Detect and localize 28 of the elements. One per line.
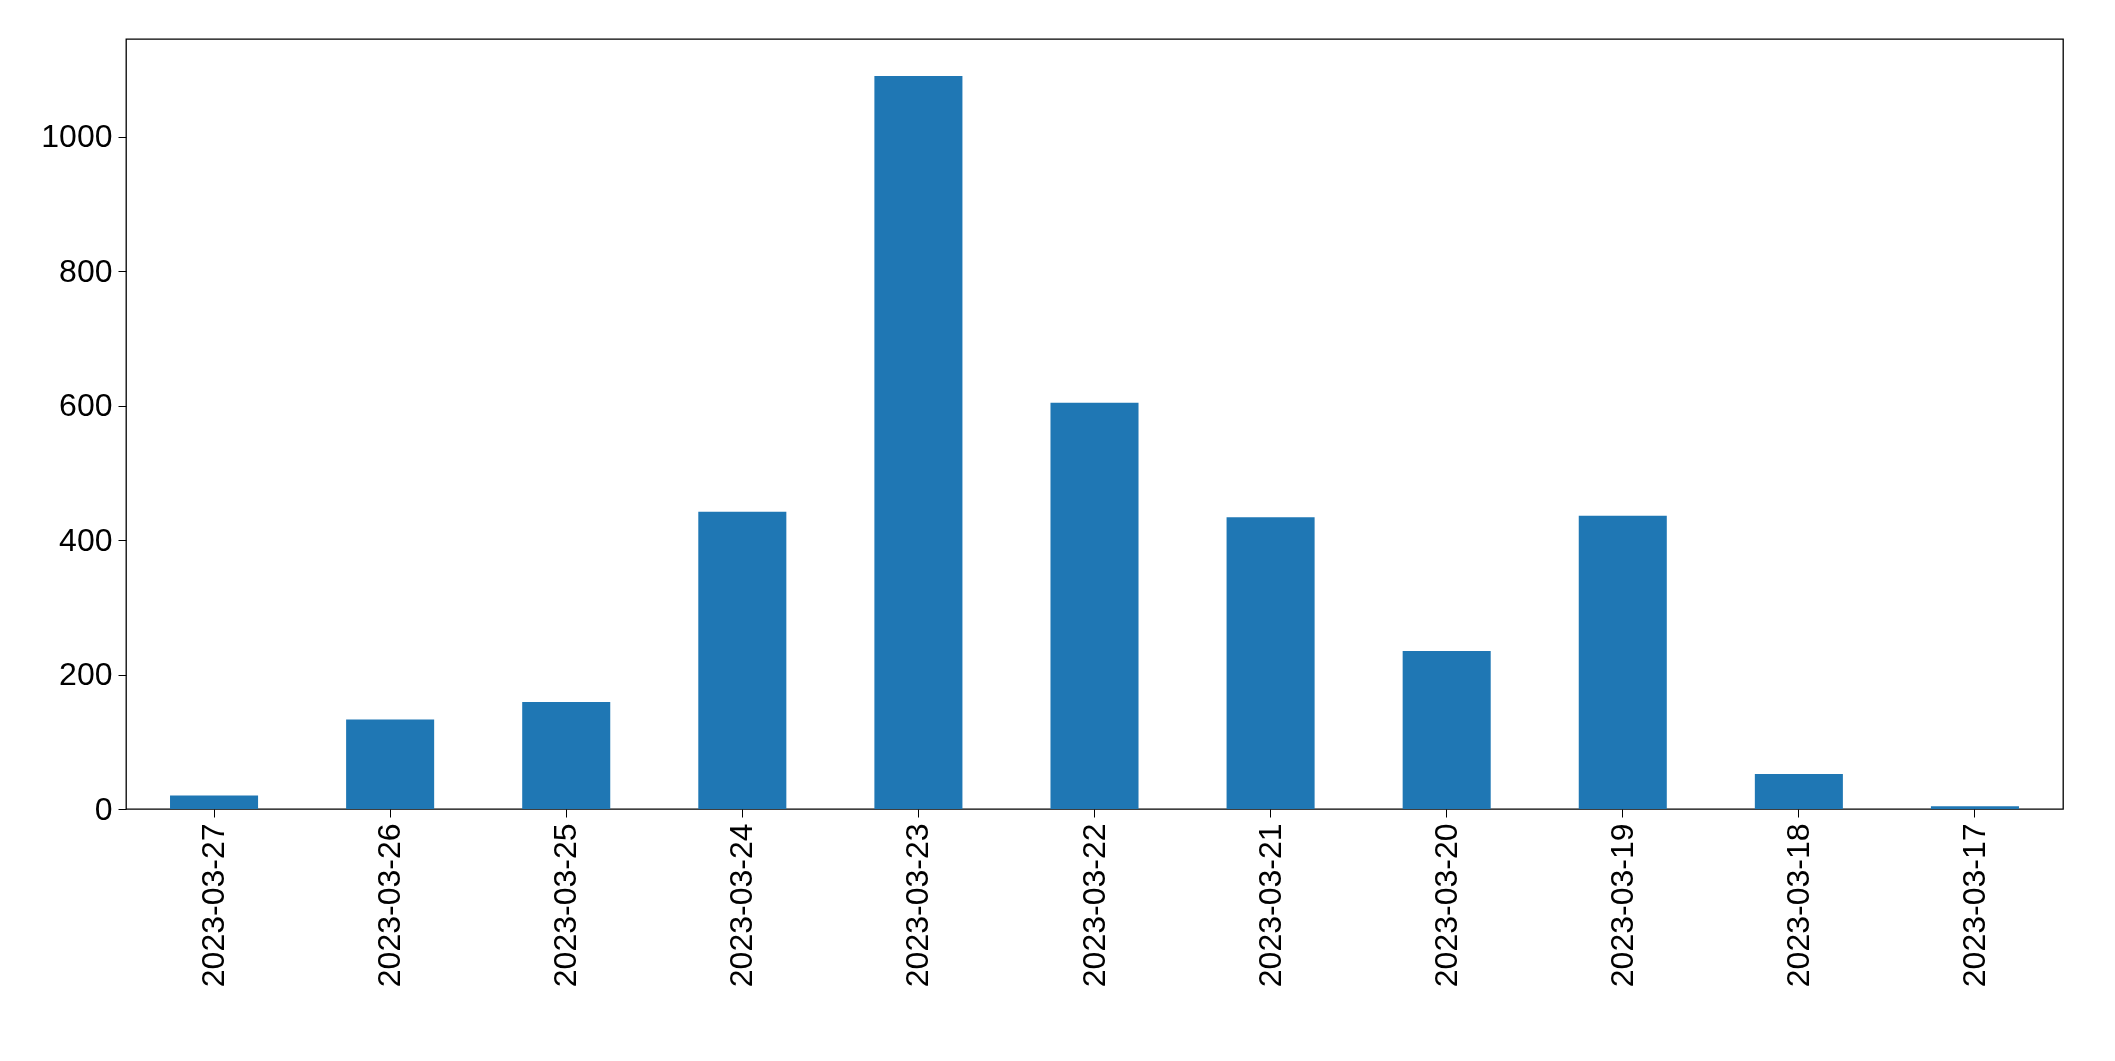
bar xyxy=(522,702,611,809)
y-tick-label: 200 xyxy=(59,656,113,692)
y-tick-label: 400 xyxy=(59,521,113,558)
x-tick-label: 2023-03-24 xyxy=(723,823,760,988)
bar xyxy=(1578,515,1667,809)
y-tick-label: 1000 xyxy=(41,118,113,155)
bar xyxy=(698,511,787,809)
x-tick-label: 2023-03-20 xyxy=(1427,823,1464,988)
bar xyxy=(170,795,259,809)
y-tick-label: 0 xyxy=(94,790,113,827)
bar xyxy=(1930,806,2019,809)
bar xyxy=(1226,517,1315,809)
x-tick-label: 2023-03-19 xyxy=(1603,823,1640,988)
bar xyxy=(874,75,963,809)
bar xyxy=(1050,402,1139,809)
x-tick-label: 2023-03-18 xyxy=(1779,823,1816,988)
x-tick-label: 2023-03-17 xyxy=(1955,823,1992,988)
x-tick-label: 2023-03-23 xyxy=(899,823,936,988)
y-tick-label: 600 xyxy=(59,387,113,424)
x-tick-label: 2023-03-25 xyxy=(547,823,584,988)
bar xyxy=(1754,774,1843,809)
x-tick-label: 2023-03-26 xyxy=(371,823,408,988)
bar xyxy=(346,719,435,809)
x-tick-label: 2023-03-22 xyxy=(1075,823,1112,988)
x-tick-label: 2023-03-27 xyxy=(195,823,232,988)
y-tick-label: 800 xyxy=(59,252,113,289)
x-tick-label: 2023-03-21 xyxy=(1251,823,1288,988)
bar xyxy=(1402,650,1491,809)
